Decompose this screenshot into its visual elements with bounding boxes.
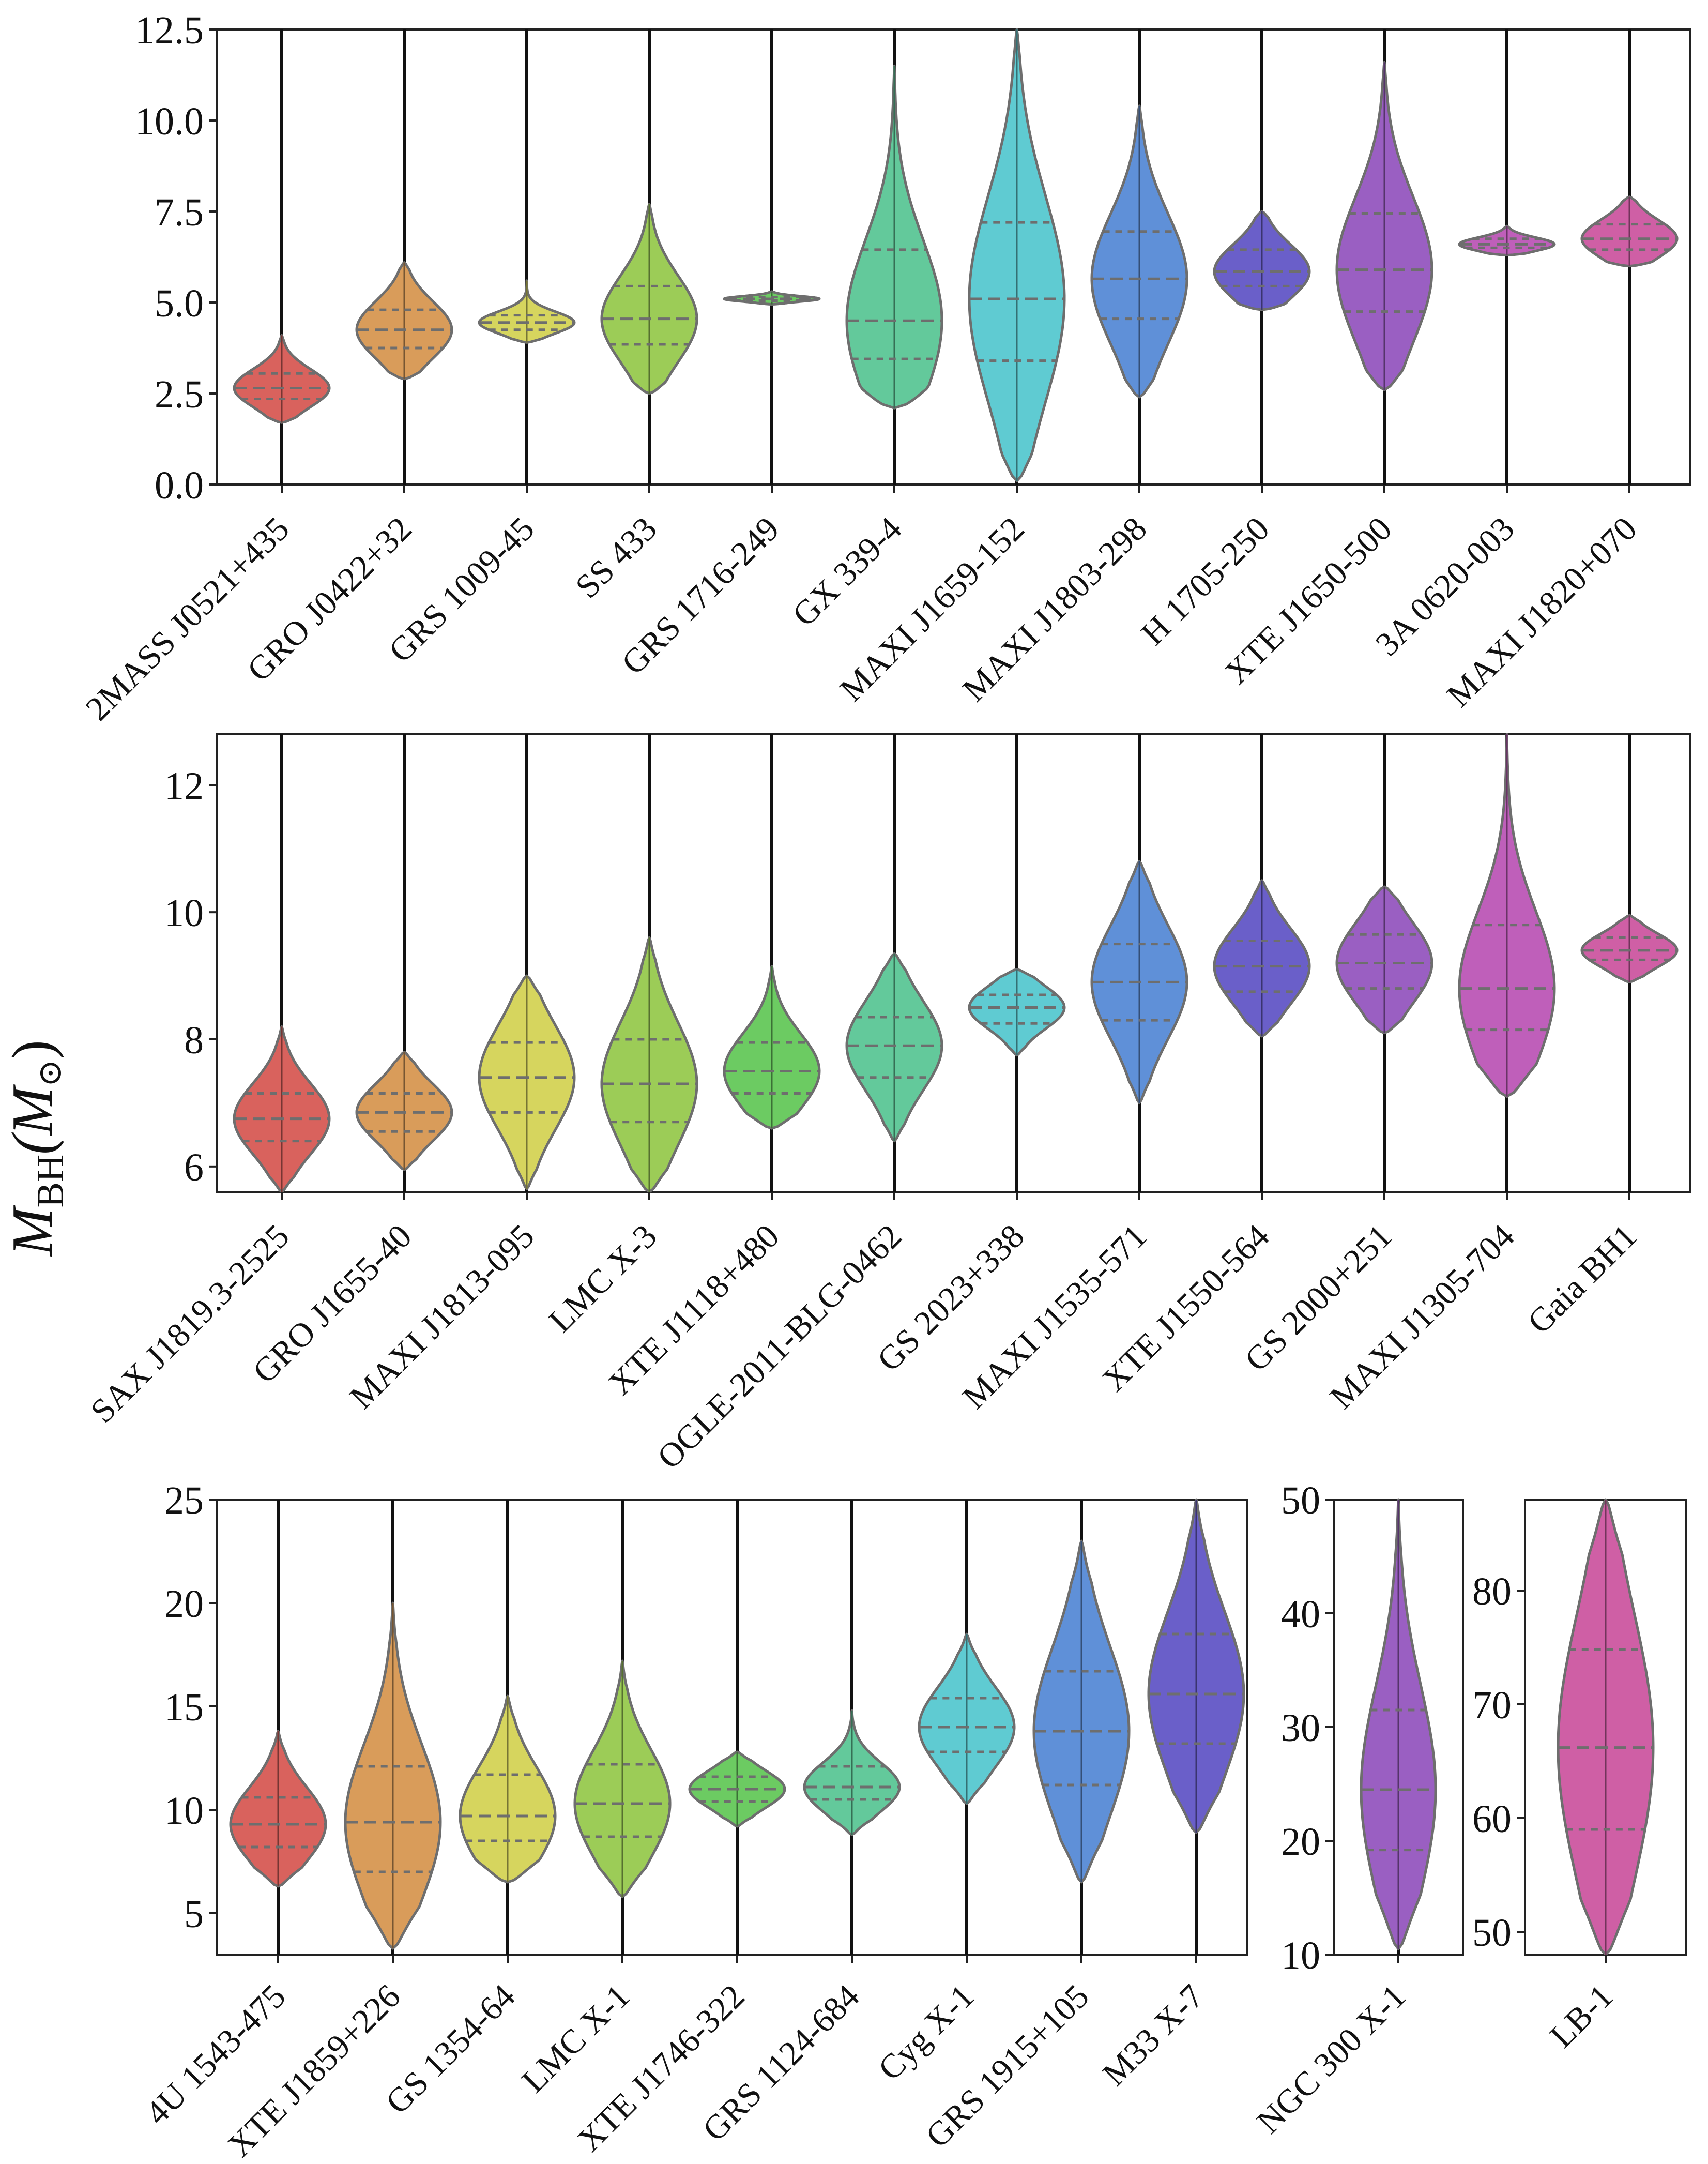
y-tick-label: 5 [184, 1893, 204, 1936]
y-tick-label: 15 [164, 1686, 204, 1729]
x-tick-label: Gaia BH1 [1520, 1217, 1644, 1341]
y-tick-label: 5.0 [155, 282, 204, 325]
y-tick-label: 0.0 [155, 464, 204, 507]
violin-group: GX 339-4 [785, 29, 943, 634]
y-tick-label: 10.0 [135, 100, 204, 143]
x-tick-label: SS 433 [568, 510, 664, 606]
x-tick-label: 2MASS J0521+435 [79, 510, 297, 728]
y-tick-label: 12 [164, 764, 204, 808]
y-axis-label-main: M [1, 1205, 65, 1257]
violin-group: LB-1 [1543, 1498, 1655, 2055]
panel-bottom-right: 50 60 70 80 LB-1 [1472, 1498, 1687, 2055]
violin-group: MAXI J1820+070 [1440, 29, 1679, 715]
x-tick-label: SAX J1819.3-2525 [84, 1217, 297, 1430]
y-axis-label: MBH(M⊙) [1, 1040, 72, 1257]
violin-group: GRS 1124-684 [695, 1500, 901, 2148]
violin-group: GS 2000+251 [1238, 734, 1433, 1379]
y-tick-label: 60 [1472, 1797, 1512, 1841]
x-tick-label: OGLE-2011-BLG-0462 [650, 1217, 909, 1476]
y-tick-label: 30 [1281, 1706, 1320, 1750]
violin-group: SS 433 [568, 29, 698, 606]
x-tick-label: M33 X-7 [1095, 1977, 1211, 2093]
violin-group: MAXI J1535-571 [955, 734, 1188, 1416]
x-tick-label: LB-1 [1543, 1977, 1620, 2055]
panel-bottom-middle: 10 20 30 40 50 NGC 300 X-1 [1250, 1479, 1464, 2141]
y-tick-label: 20 [164, 1582, 204, 1626]
violin-group: NGC 300 X-1 [1250, 1498, 1437, 2141]
y-axis-label-sub: BH [29, 1155, 72, 1208]
y-tick-label: 80 [1472, 1570, 1512, 1613]
y-tick-label: 10 [1281, 1934, 1320, 1977]
y-axis-label-close: ) [1, 1040, 65, 1059]
x-tick-label: LMC X-1 [515, 1977, 637, 2100]
y-axis-label-sun: ⊙ [32, 1059, 68, 1087]
y-tick-label: 40 [1281, 1593, 1320, 1636]
y-tick-label: 2.5 [155, 373, 204, 416]
y-tick-label: 25 [164, 1479, 204, 1522]
violin-group: MAXI J1305-704 [1323, 733, 1556, 1416]
y-tick-label: 10 [164, 1789, 204, 1833]
violin-group: MAXI J1813-095 [343, 734, 576, 1416]
violin-group: GRS 1915+105 [919, 1500, 1131, 2155]
violin-group: XTE J1650-500 [1218, 29, 1433, 691]
y-tick-label: 50 [1281, 1479, 1320, 1522]
plot-frame-bottom-left [216, 1499, 1248, 1956]
x-tick-label: Cyg X-1 [871, 1977, 982, 2088]
y-tick-label: 7.5 [155, 191, 204, 234]
y-tick-label: 8 [184, 1019, 204, 1062]
y-tick-label: 20 [1281, 1820, 1320, 1864]
y-tick-label: 50 [1472, 1911, 1512, 1955]
plot-frame-middle [216, 733, 1691, 1193]
y-tick-label: 10 [164, 891, 204, 935]
violin-group: LMC X-3 [542, 734, 698, 1340]
y-axis-label-paren: (M [1, 1084, 65, 1154]
x-tick-label: GX 339-4 [785, 510, 909, 634]
x-tick-label: NGC 300 X-1 [1250, 1977, 1413, 2141]
y-tick-label: 12.5 [135, 9, 204, 52]
plot-frame-top [216, 28, 1691, 486]
x-tick-label: LMC X-3 [542, 1217, 664, 1340]
y-tick-label: 70 [1472, 1684, 1512, 1727]
y-tick-label: 6 [184, 1146, 204, 1189]
